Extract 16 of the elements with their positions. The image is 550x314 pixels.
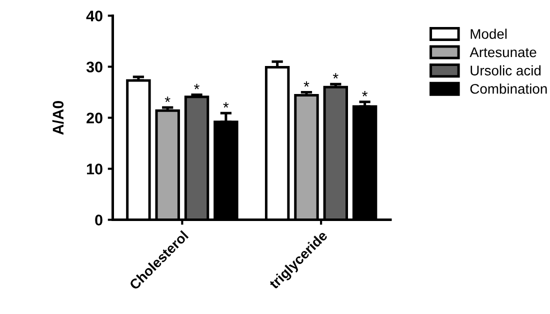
y-tick-label: 40 (86, 10, 102, 22)
annotation: * (362, 91, 368, 96)
annotation: * (223, 102, 229, 108)
annotation: * (194, 84, 200, 90)
annotation: * (164, 96, 170, 102)
legend-label: Model (470, 28, 507, 39)
y-tick-label: 30 (86, 62, 102, 72)
annotation: * (332, 73, 338, 79)
legend-label: Ursolic acid (470, 65, 541, 76)
y-tick-label: 20 (86, 112, 102, 124)
y-tick-label: 10 (87, 164, 102, 174)
y-axis-title: A/A0 (52, 100, 64, 135)
y-tick-label: 0 (95, 214, 102, 226)
legend-label: Artesunate (470, 48, 536, 58)
legend-label: Combination (470, 84, 547, 94)
annotation: * (304, 81, 310, 87)
